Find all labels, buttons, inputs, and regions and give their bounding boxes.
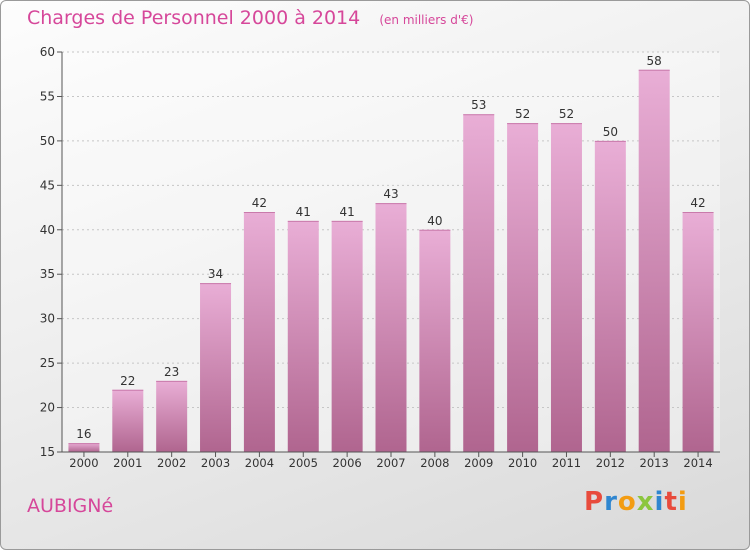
y-tick-label: 35 [40,267,55,281]
bar-2012 [594,140,626,452]
bar-2011 [550,123,582,452]
data-label: 52 [559,107,574,121]
bar-2005 [287,220,319,452]
y-tick-label: 20 [40,401,55,415]
logo-letter: i [677,487,688,517]
bar-2002 [156,380,188,452]
data-label: 23 [164,365,179,379]
logo-letter: x [636,487,655,517]
bar-2010 [507,123,539,452]
x-tick-label: 2014 [683,456,712,470]
chart-header: Charges de Personnel 2000 à 2014 (en mil… [27,7,473,29]
bar-2000 [68,443,100,452]
x-tick-label: 2003 [201,456,230,470]
chart-subtitle: (en milliers d'€) [379,13,474,27]
x-tick-label: 2009 [464,456,493,470]
logo-letter: t [664,487,678,517]
x-tick-label: 2012 [596,456,625,470]
x-tick-label: 2011 [552,456,581,470]
data-label: 52 [515,107,530,121]
data-label: 34 [208,267,223,281]
x-tick-label: 2002 [157,456,186,470]
bar-2006 [331,220,363,452]
bar-2014 [682,212,714,452]
logo-letter: P [584,487,605,517]
bar-2009 [463,114,495,452]
y-tick-label: 60 [40,45,55,59]
bar-2008 [419,229,451,452]
commune-name: AUBIGNé [27,495,114,517]
bar-2007 [375,203,407,452]
data-label: 53 [471,98,486,112]
bar-2004 [243,212,275,452]
x-tick-label: 2013 [640,456,669,470]
bar-2003 [200,283,232,452]
logo-letter: i [654,487,665,517]
data-label: 43 [383,187,398,201]
y-tick-label: 30 [40,312,55,326]
x-tick-label: 2000 [69,456,98,470]
data-label: 50 [603,125,618,139]
x-tick-label: 2006 [332,456,361,470]
x-tick-label: 2005 [289,456,318,470]
data-label: 42 [252,196,267,210]
logo-letter: o [617,487,637,517]
data-label: 40 [427,214,442,228]
x-tick-label: 2008 [420,456,449,470]
y-tick-label: 40 [40,223,55,237]
bar-2013 [638,69,670,453]
proxiti-logo[interactable]: Proxiti [584,487,688,517]
x-tick-label: 2007 [376,456,405,470]
bar-2001 [112,389,144,452]
x-tick-label: 2001 [113,456,142,470]
y-tick-label: 45 [40,178,55,192]
data-label: 22 [120,374,135,388]
y-tick-label: 50 [40,134,55,148]
y-tick-label: 15 [40,445,55,459]
x-tick-label: 2010 [508,456,537,470]
data-label: 42 [690,196,705,210]
y-tick-label: 55 [40,89,55,103]
logo-letter: r [604,487,618,517]
data-label: 58 [647,54,662,68]
data-label: 16 [76,427,91,441]
chart-title: Charges de Personnel 2000 à 2014 [27,7,361,29]
x-tick-label: 2004 [245,456,274,470]
data-label: 41 [296,205,311,219]
y-tick-label: 25 [40,356,55,370]
data-label: 41 [339,205,354,219]
